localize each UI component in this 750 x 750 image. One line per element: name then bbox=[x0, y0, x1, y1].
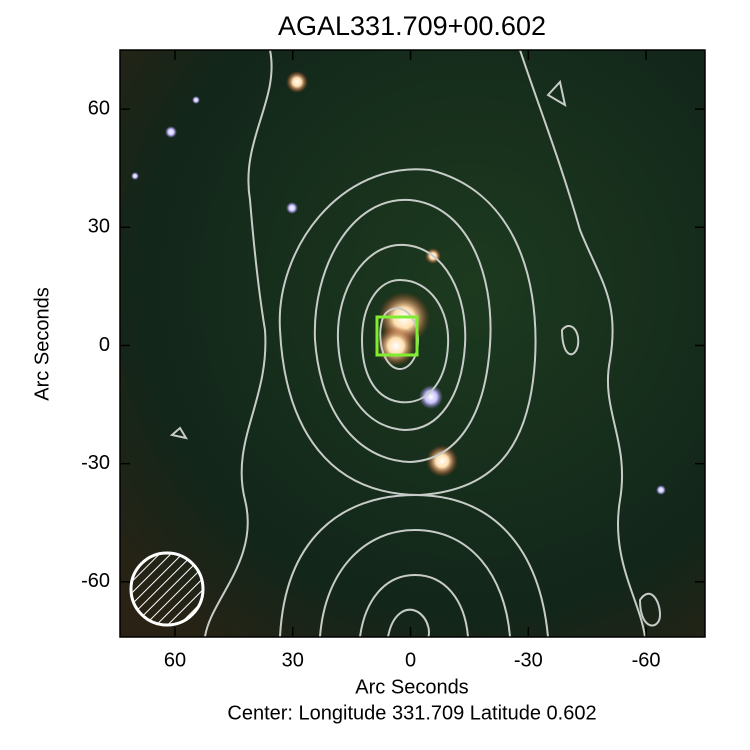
chart-title: AGAL331.709+00.602 bbox=[278, 11, 546, 41]
x-tick-label: 60 bbox=[164, 649, 186, 671]
sky-image bbox=[120, 50, 705, 637]
plot-frame bbox=[119, 49, 706, 638]
x-tick-label: -30 bbox=[514, 649, 543, 671]
y-tick-label: -30 bbox=[81, 452, 110, 474]
x-tick-label: 30 bbox=[282, 649, 304, 671]
caption: Center: Longitude 331.709 Latitude 0.602 bbox=[227, 702, 596, 724]
x-axis-label: Arc Seconds bbox=[355, 676, 468, 698]
x-tick-label: 0 bbox=[405, 649, 416, 671]
y-axis-label: Arc Seconds bbox=[31, 287, 53, 400]
y-tick-label: 30 bbox=[88, 216, 110, 238]
y-tick-label: 0 bbox=[99, 334, 110, 356]
y-tick-label: 60 bbox=[88, 97, 110, 119]
y-tick-label: -60 bbox=[81, 570, 110, 592]
x-tick-label: -60 bbox=[632, 649, 661, 671]
